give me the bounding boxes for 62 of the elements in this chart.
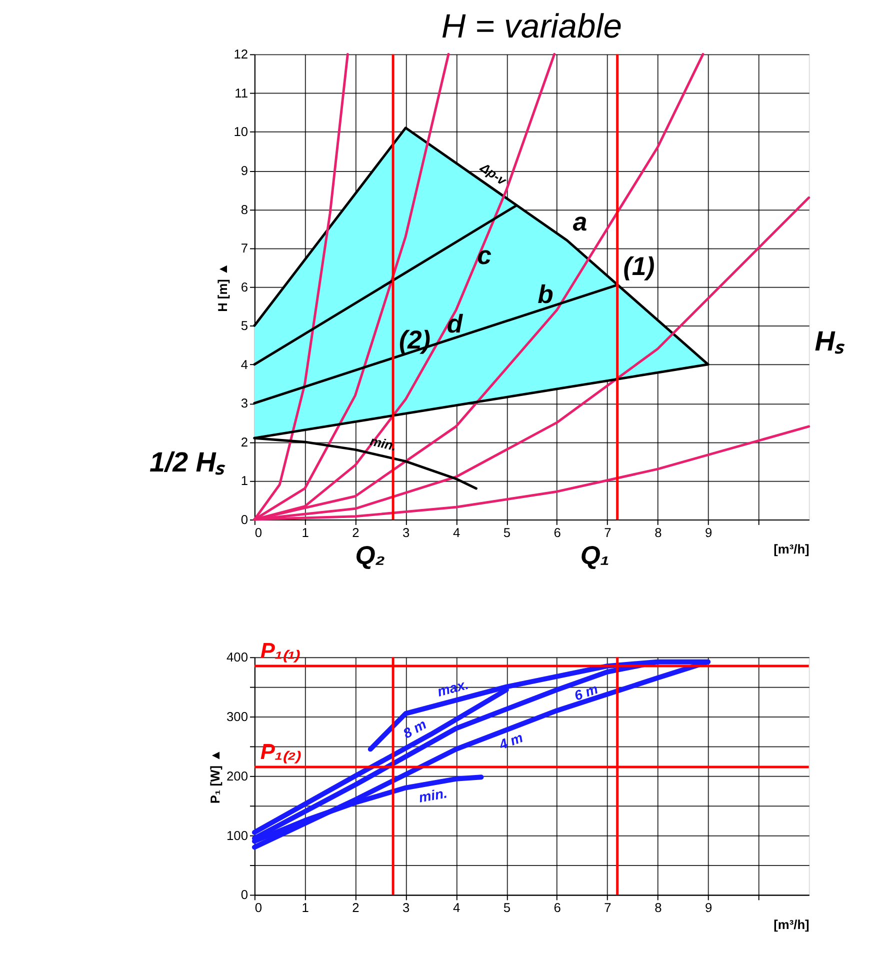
x-tick-label: 1 [302, 900, 309, 916]
y-tick-label: 11 [234, 85, 248, 100]
x-tick-label: 6 [554, 524, 561, 540]
text: 8 m [400, 716, 429, 742]
y-axis-title: H [m] ▲ [214, 262, 230, 312]
ref-line-label: Q₂ [355, 542, 386, 570]
y-tick-label: 400 [226, 650, 248, 665]
x-tick-label: 8 [654, 900, 662, 916]
x-axis-title: [m³/h] [774, 916, 810, 932]
y-tick-label: 200 [226, 768, 248, 784]
text: max. [436, 676, 470, 700]
x-tick-label: 4 [452, 524, 460, 540]
x-axis-title: [m³/h] [774, 542, 810, 557]
y-tick-label: 5 [240, 318, 248, 334]
y-tick-label: 4 [240, 356, 248, 372]
y-tick-label: 6 [240, 279, 248, 294]
annotation: d [446, 310, 464, 338]
y-tick-label: 10 [234, 124, 248, 140]
text: 4 m [496, 729, 525, 753]
annotation: c [477, 242, 492, 270]
x-tick-label: 9 [704, 900, 712, 916]
y-tick-label: 3 [240, 396, 248, 411]
y-tick-label: 12 [234, 46, 248, 62]
x-tick-label: 2 [352, 900, 360, 916]
x-tick-label: 1 [302, 524, 309, 540]
ref-line-label: P₁₍₂₎ [260, 739, 301, 764]
text: min. [418, 784, 448, 806]
text: 6 m [572, 680, 600, 704]
annotation: a [572, 208, 588, 236]
x-tick-label: 7 [604, 900, 612, 916]
x-tick-label: 3 [402, 900, 410, 916]
y-tick-label: 8 [240, 202, 248, 217]
x-tick-label: 0 [254, 900, 262, 916]
x-tick-label: 5 [503, 524, 511, 540]
y-tick-label: 0 [240, 887, 248, 902]
annotation: (2) [398, 326, 430, 354]
x-tick-label: 6 [554, 900, 561, 916]
text: min. [368, 433, 398, 454]
ref-line-label: P₁₍₁₎ [260, 638, 300, 664]
x-tick-label: 5 [503, 900, 511, 916]
y-tick-label: 1 [240, 473, 248, 488]
text: Δp-v [476, 159, 510, 189]
ref-line-label: Q₁ [580, 542, 610, 570]
x-tick-label: 0 [254, 524, 262, 540]
y-tick-label: 7 [240, 240, 248, 256]
annotation: b [538, 280, 554, 309]
x-tick-label: 4 [452, 900, 460, 916]
chart-title: H = variable [441, 8, 622, 46]
y-axis-title: P₁ [W] ▲ [208, 749, 223, 804]
annotation: (1) [623, 253, 655, 282]
x-tick-label: 7 [604, 524, 612, 540]
y-tick-label: 2 [240, 434, 248, 450]
y-tick-label: 0 [240, 512, 248, 527]
x-tick-label: 9 [704, 524, 712, 540]
y-tick-label: 9 [240, 162, 248, 178]
text: 1/2 Hₛ [149, 446, 226, 478]
text: Hₛ [814, 326, 845, 357]
x-tick-label: 3 [402, 524, 410, 540]
x-tick-label: 8 [654, 524, 662, 540]
y-tick-label: 100 [226, 828, 248, 843]
x-tick-label: 2 [352, 524, 360, 540]
y-tick-label: 300 [226, 708, 248, 724]
